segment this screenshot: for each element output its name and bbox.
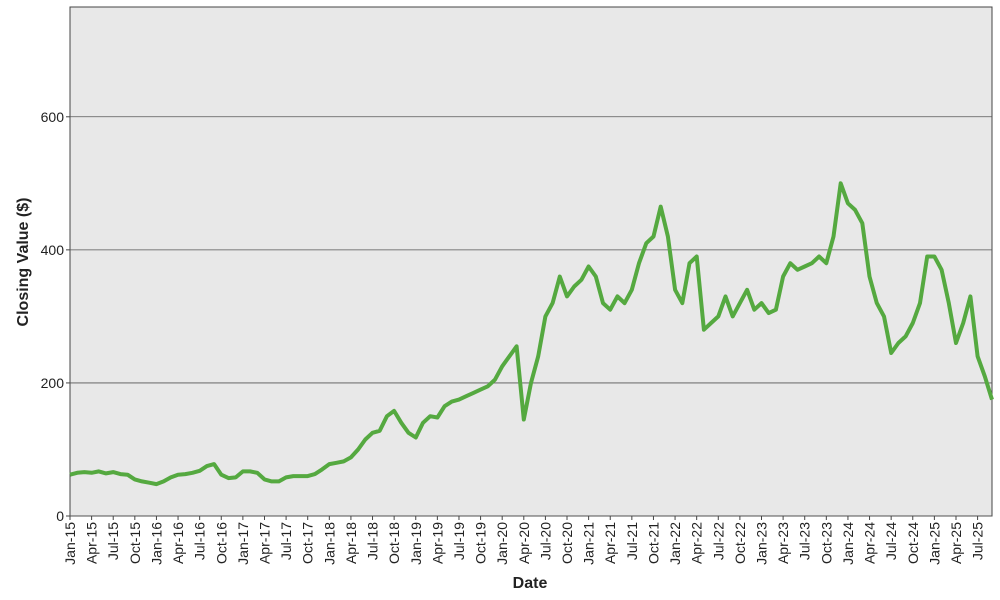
x-tick-label: Apr-24 [862, 522, 878, 564]
x-tick-label: Apr-20 [516, 522, 532, 564]
x-tick-label: Oct-21 [645, 522, 661, 564]
x-tick-label: Jan-25 [926, 522, 942, 565]
x-tick-label: Jul-17 [278, 522, 294, 560]
x-tick-label: Apr-25 [948, 522, 964, 564]
x-tick-label: Jul-22 [710, 522, 726, 560]
x-tick-label: Oct-22 [732, 522, 748, 564]
x-tick-label: Jan-21 [581, 522, 597, 565]
x-tick-label: Jan-15 [62, 522, 78, 565]
x-tick-label: Oct-15 [127, 522, 143, 564]
x-tick-label: Apr-17 [256, 522, 272, 564]
y-tick-label: 400 [41, 242, 65, 258]
y-tick-label: 600 [41, 109, 65, 125]
x-tick-label: Apr-18 [343, 522, 359, 564]
x-tick-label: Apr-23 [775, 522, 791, 564]
x-tick-label: Jul-21 [624, 522, 640, 560]
x-tick-label: Jan-16 [148, 522, 164, 565]
x-tick-label: Jul-15 [105, 522, 121, 560]
x-tick-label: Apr-15 [84, 522, 100, 564]
plot-area [69, 6, 993, 517]
x-tick-label: Apr-22 [689, 522, 705, 564]
x-tick-label: Oct-23 [818, 522, 834, 564]
x-tick-label: Jan-18 [321, 522, 337, 565]
x-tick-label: Oct-24 [905, 522, 921, 564]
x-tick-label: Jan-20 [494, 522, 510, 565]
y-tick-label: 200 [41, 375, 65, 391]
x-tick-label: Oct-17 [300, 522, 316, 564]
x-tick-label: Apr-21 [602, 522, 618, 564]
data-line [69, 181, 994, 487]
x-tick-label: Jul-16 [192, 522, 208, 560]
y-axis-label: Closing Value ($) [15, 198, 32, 327]
y-tick-label: 0 [56, 508, 64, 524]
x-tick-label: Jan-19 [408, 522, 424, 565]
x-tick-label: Jul-24 [883, 522, 899, 560]
x-axis-label: Date [513, 575, 548, 592]
x-tick-label: Jan-23 [754, 522, 770, 565]
x-tick-label: Apr-19 [429, 522, 445, 564]
x-tick-label: Oct-18 [386, 522, 402, 564]
x-tick-label: Oct-19 [473, 522, 489, 564]
x-tick-label: Jan-24 [840, 522, 856, 565]
x-tick-label: Jul-18 [365, 522, 381, 560]
x-tick-label: Jul-19 [451, 522, 467, 560]
x-tick-label: Jan-22 [667, 522, 683, 565]
x-tick-label: Oct-16 [213, 522, 229, 564]
x-tick-label: Jul-23 [797, 522, 813, 560]
x-tick-label: Jul-25 [970, 522, 986, 560]
x-tick-label: Jul-20 [537, 522, 553, 560]
x-tick-label: Jan-17 [235, 522, 251, 565]
x-tick-label: Oct-20 [559, 522, 575, 564]
x-tick-label: Apr-16 [170, 522, 186, 564]
